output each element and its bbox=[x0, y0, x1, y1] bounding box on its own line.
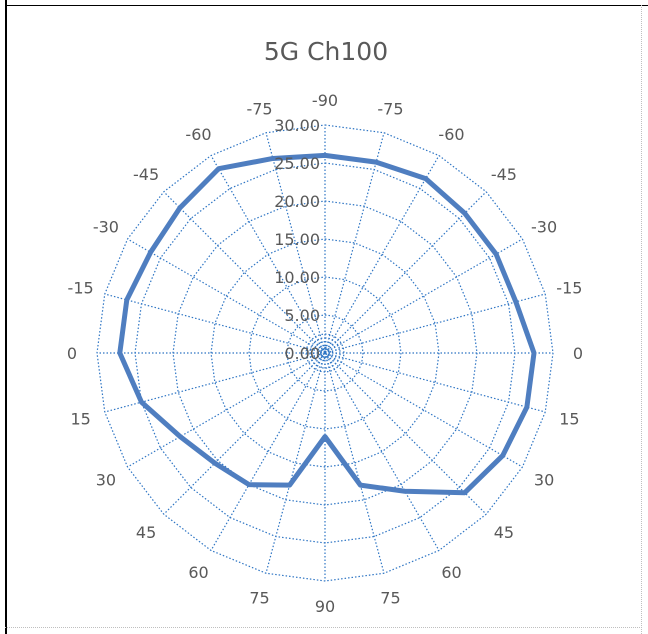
grid-spoke bbox=[127, 352, 326, 468]
grid-spoke bbox=[324, 155, 440, 354]
angle-tick-label: 45 bbox=[136, 523, 156, 542]
grid-spoke bbox=[324, 352, 487, 515]
angle-tick-label: -30 bbox=[93, 218, 119, 237]
grid-spoke bbox=[265, 132, 326, 354]
grid-spoke bbox=[324, 238, 523, 354]
angle-tick-label: 75 bbox=[249, 588, 269, 607]
grid-spoke bbox=[324, 352, 546, 413]
grid-spoke bbox=[163, 352, 326, 515]
angle-tick-label: 60 bbox=[188, 563, 208, 582]
radar-series bbox=[117, 152, 537, 496]
radial-tick-label: 30.00 bbox=[274, 116, 320, 135]
angle-tick-label: -90 bbox=[312, 91, 338, 110]
angle-tick-label: -60 bbox=[185, 125, 211, 144]
angle-tick-label: -75 bbox=[246, 100, 272, 119]
angle-tick-label: -45 bbox=[491, 165, 517, 184]
grid-ring bbox=[286, 314, 364, 392]
angle-tick-label: -60 bbox=[438, 125, 464, 144]
radial-tick-label: 10.00 bbox=[274, 268, 320, 287]
grid-spoke bbox=[163, 191, 326, 354]
grid-spoke bbox=[127, 238, 326, 354]
grid-spoke bbox=[324, 132, 385, 354]
radar-grid bbox=[96, 124, 554, 582]
cell-gridline-right bbox=[641, 5, 642, 634]
radial-tick-label: 15.00 bbox=[274, 230, 320, 249]
grid-ring bbox=[318, 346, 332, 360]
grid-spoke bbox=[210, 352, 326, 551]
angle-tick-label: 30 bbox=[96, 471, 116, 490]
angle-tick-label: -45 bbox=[133, 165, 159, 184]
angle-tick-label: 15 bbox=[559, 409, 579, 428]
cell-border-top bbox=[5, 5, 648, 6]
grid-spoke bbox=[265, 352, 326, 574]
grid-spoke bbox=[324, 352, 385, 574]
radial-tick-label: 25.00 bbox=[274, 154, 320, 173]
cell-border-left bbox=[5, 0, 7, 634]
angle-tick-label: 30 bbox=[534, 471, 554, 490]
angle-tick-label: 60 bbox=[441, 563, 461, 582]
grid-ring bbox=[210, 238, 440, 468]
angle-tick-label: 75 bbox=[380, 588, 400, 607]
grid-spoke bbox=[210, 155, 326, 354]
grid-spoke bbox=[104, 293, 326, 354]
angle-tick-label: 0 bbox=[67, 344, 77, 363]
angle-tick-label: 15 bbox=[70, 409, 90, 428]
angle-tick-label: 45 bbox=[494, 523, 514, 542]
chart-title: 5G Ch100 bbox=[264, 37, 388, 66]
radial-tick-label: 0.00 bbox=[284, 344, 320, 363]
angle-tick-labels: -90 -75 -60 -45 -30 -15 0 15 30 45 60 75 90 75 60 45 30 1… bbox=[67, 91, 583, 616]
angle-tick-label: 0 bbox=[573, 344, 583, 363]
radial-tick-label: 5.00 bbox=[284, 306, 320, 325]
angle-tick-label: -15 bbox=[556, 279, 582, 298]
angle-tick-label: -30 bbox=[531, 218, 557, 237]
grid-spoke bbox=[324, 293, 546, 354]
grid-spoke bbox=[324, 191, 487, 354]
grid-spoke bbox=[324, 352, 440, 551]
cell-gridline-bottom bbox=[5, 627, 642, 628]
angle-tick-label: 90 bbox=[315, 597, 335, 616]
radial-tick-label: 20.00 bbox=[274, 192, 320, 211]
radial-tick-labels: 0.00 5.00 10.00 15.00 20.00 25.00 30.00 bbox=[274, 116, 320, 363]
angle-tick-label: -15 bbox=[68, 279, 94, 298]
grid-ring bbox=[248, 276, 402, 430]
grid-spoke bbox=[324, 352, 523, 468]
angle-tick-label: -75 bbox=[377, 100, 403, 119]
